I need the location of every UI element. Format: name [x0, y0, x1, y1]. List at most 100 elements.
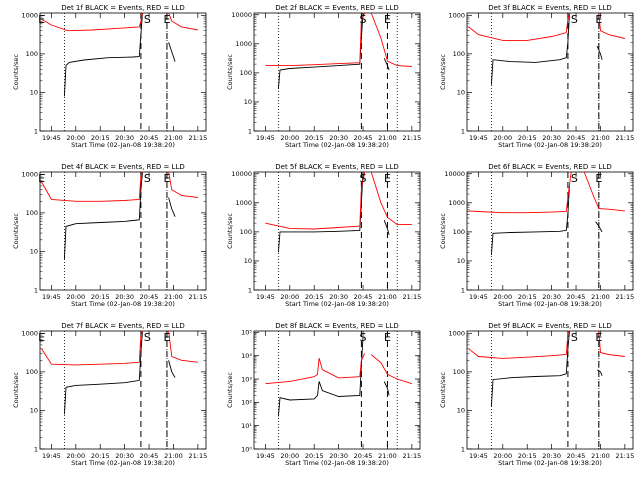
series-line-lld — [468, 12, 570, 41]
x-tick-label: 21:00 — [591, 134, 610, 142]
y-tick-label: 1 — [461, 286, 465, 294]
y-tick-label: 10² — [241, 399, 252, 407]
y-axis-label: Counts/sec — [12, 54, 20, 90]
event-marker-e: E — [38, 331, 45, 344]
x-tick-label: 21:00 — [591, 452, 610, 460]
series-line-events-post — [383, 381, 390, 396]
x-tick-label: 20:00 — [493, 293, 512, 301]
series-line-events — [490, 185, 570, 256]
x-tick-label: 20:30 — [542, 293, 561, 301]
x-tick-label: 20:30 — [329, 452, 348, 460]
y-tick-label: 100 — [453, 368, 465, 376]
x-tick-label: 20:45 — [567, 293, 586, 301]
event-marker-e: E — [163, 172, 170, 185]
event-marker-e: E — [595, 13, 602, 26]
event-marker-e: E — [163, 331, 170, 344]
y-tick-label: 10 — [457, 407, 465, 415]
y-tick-label: 10 — [30, 407, 38, 415]
chart-panel-8: Det 8f BLACK = Events, RED = LLD 10⁰ 10¹ 10… — [226, 322, 421, 467]
series-line-lld — [41, 12, 143, 32]
series-line-events-post — [168, 360, 176, 378]
x-tick-label: 20:30 — [329, 293, 348, 301]
chart-panel-9: Det 9f BLACK = Events, RED = LLD 1 10 100 10… — [439, 322, 634, 467]
x-tick-label: 20:00 — [280, 134, 299, 142]
x-axis-label: Start Time (02-Jan-08 19:38:20) — [498, 141, 602, 149]
chart-title: Det 4f BLACK = Events, RED = LLD — [61, 163, 184, 171]
x-tick-label: 21:15 — [615, 293, 634, 301]
series-line-lld-post — [168, 330, 198, 363]
y-tick-label: 1 — [248, 127, 252, 135]
event-marker-e: E — [595, 172, 602, 185]
y-tick-label: 1 — [461, 445, 465, 453]
x-tick-label: 20:45 — [140, 452, 159, 460]
y-tick-label: 10000 — [444, 170, 465, 178]
x-tick-label: 19:45 — [469, 134, 488, 142]
event-marker-e: E — [384, 331, 391, 344]
x-tick-label: 20:45 — [140, 293, 159, 301]
series-line-events — [63, 12, 143, 97]
plot-frame — [253, 171, 421, 291]
series-line-events-post — [596, 46, 603, 60]
y-tick-label: 1000 — [448, 330, 465, 338]
y-tick-label: 1000 — [235, 40, 252, 48]
y-tick-label: 100 — [26, 368, 38, 376]
y-tick-label: 1 — [248, 286, 252, 294]
y-tick-label: 1000 — [448, 12, 465, 20]
plot-frame — [466, 12, 634, 132]
event-marker-s: S — [571, 13, 578, 26]
x-tick-label: 20:30 — [542, 134, 561, 142]
x-tick-label: 19:45 — [256, 134, 275, 142]
series-line-lld-post — [370, 12, 412, 67]
y-axis-label: Counts/sec — [226, 213, 234, 249]
y-tick-label: 1 — [34, 445, 38, 453]
y-axis-label: Counts/sec — [12, 372, 20, 408]
x-tick-label: 19:45 — [469, 452, 488, 460]
x-tick-label: 21:00 — [164, 293, 183, 301]
x-tick-label: 21:15 — [402, 134, 421, 142]
event-marker-s: S — [360, 172, 367, 185]
chart-title: Det 7f BLACK = Events, RED = LLD — [61, 322, 184, 330]
series-line-events-post — [383, 220, 390, 235]
chart-title: Det 2f BLACK = Events, RED = LLD — [275, 4, 398, 12]
x-tick-label: 21:00 — [378, 293, 397, 301]
x-tick-label: 20:15 — [305, 134, 324, 142]
series-line-lld — [468, 171, 572, 214]
y-tick-label: 10⁴ — [241, 352, 252, 360]
x-tick-label: 20:00 — [280, 293, 299, 301]
y-axis-label: Counts/sec — [439, 372, 447, 408]
series-line-lld-post — [168, 171, 198, 198]
x-tick-label: 20:30 — [329, 134, 348, 142]
event-marker-s: S — [360, 331, 367, 344]
event-marker-e: E — [384, 13, 391, 26]
series-line-events-post — [383, 58, 390, 71]
x-axis-label: Start Time (02-Jan-08 19:38:20) — [71, 300, 175, 308]
y-tick-label: 10⁵ — [241, 329, 252, 337]
y-axis-label: Counts/sec — [226, 372, 234, 408]
x-tick-label: 19:45 — [42, 293, 61, 301]
x-axis-label: Start Time (02-Jan-08 19:38:20) — [285, 141, 389, 149]
x-tick-label: 21:00 — [164, 134, 183, 142]
x-axis-label: Start Time (02-Jan-08 19:38:20) — [285, 300, 389, 308]
x-tick-label: 20:00 — [66, 452, 85, 460]
series-line-lld — [265, 12, 366, 67]
y-axis-label: Counts/sec — [439, 54, 447, 90]
series-line-events — [63, 330, 143, 415]
x-tick-label: 20:45 — [140, 134, 159, 142]
x-tick-label: 19:45 — [256, 293, 275, 301]
series-line-events — [277, 12, 364, 89]
chart-panel-2: Det 2f BLACK = Events, RED = LLD 1 10 100 10… — [226, 4, 421, 149]
x-tick-label: 19:45 — [42, 452, 61, 460]
series-line-lld — [41, 330, 143, 366]
x-tick-label: 21:15 — [615, 452, 634, 460]
plot-frame — [253, 12, 421, 132]
series-line-lld — [41, 171, 143, 202]
event-marker-s: S — [571, 331, 578, 344]
y-tick-label: 100 — [453, 228, 465, 236]
event-marker-s: S — [144, 13, 151, 26]
series-line-lld-post — [598, 330, 625, 357]
y-tick-label: 1000 — [21, 330, 38, 338]
x-tick-label: 20:15 — [305, 293, 324, 301]
x-tick-label: 20:00 — [493, 134, 512, 142]
x-tick-label: 20:15 — [518, 134, 537, 142]
chart-panel-3: Det 3f BLACK = Events, RED = LLD 1 10 100 10… — [439, 4, 634, 149]
